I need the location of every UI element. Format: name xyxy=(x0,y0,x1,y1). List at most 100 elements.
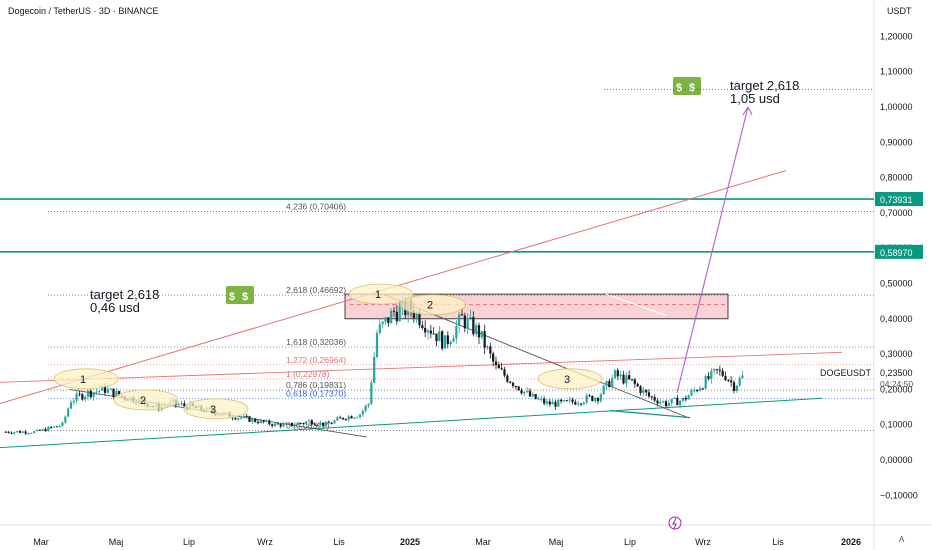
candle-body[interactable] xyxy=(16,431,19,433)
candle-body[interactable] xyxy=(472,317,475,335)
candle-body[interactable] xyxy=(531,394,534,397)
candle-body[interactable] xyxy=(55,426,58,428)
candle-body[interactable] xyxy=(398,306,401,322)
candle-body[interactable] xyxy=(92,392,95,398)
candle-body[interactable] xyxy=(429,330,432,334)
candle-body[interactable] xyxy=(509,381,512,383)
candle-body[interactable] xyxy=(616,370,619,377)
candle-body[interactable] xyxy=(438,331,441,342)
candle-body[interactable] xyxy=(469,317,472,319)
candle-body[interactable] xyxy=(486,346,489,348)
candle-body[interactable] xyxy=(4,431,7,433)
candle-body[interactable] xyxy=(305,421,308,424)
candle-body[interactable] xyxy=(72,400,75,403)
candle-body[interactable] xyxy=(30,432,33,434)
candle-body[interactable] xyxy=(483,331,486,348)
candle-body[interactable] xyxy=(452,338,455,342)
candle-body[interactable] xyxy=(268,420,271,425)
candle-body[interactable] xyxy=(676,397,679,406)
candle-body[interactable] xyxy=(511,382,515,386)
candle-body[interactable] xyxy=(526,390,529,392)
candle-body[interactable] xyxy=(324,422,328,426)
candle-body[interactable] xyxy=(336,417,339,421)
candle-body[interactable] xyxy=(41,429,44,431)
candle-body[interactable] xyxy=(599,394,602,401)
candle-body[interactable] xyxy=(387,317,390,324)
candle-body[interactable] xyxy=(276,423,279,425)
candle-body[interactable] xyxy=(265,420,268,422)
candle-body[interactable] xyxy=(645,389,648,393)
candle-body[interactable] xyxy=(299,422,302,424)
projection-arrow[interactable] xyxy=(676,106,749,394)
candle-body[interactable] xyxy=(390,310,393,324)
candle-body[interactable] xyxy=(75,393,78,401)
candle-body[interactable] xyxy=(350,416,353,419)
candle-body[interactable] xyxy=(460,314,464,316)
candle-body[interactable] xyxy=(392,310,396,312)
candle-body[interactable] xyxy=(568,399,571,401)
candle-body[interactable] xyxy=(579,403,583,405)
candle-body[interactable] xyxy=(271,424,274,427)
candle-body[interactable] xyxy=(35,429,39,432)
candle-body[interactable] xyxy=(373,357,376,383)
support-segment[interactable] xyxy=(609,409,691,419)
candle-body[interactable] xyxy=(44,429,47,432)
candle-body[interactable] xyxy=(690,390,693,396)
candle-body[interactable] xyxy=(296,422,299,425)
candle-body[interactable] xyxy=(523,391,526,394)
candle-body[interactable] xyxy=(353,417,356,419)
candle-body[interactable] xyxy=(602,385,605,395)
candle-body[interactable] xyxy=(458,314,461,326)
wave-highlight[interactable] xyxy=(53,368,119,390)
price-axis-panel[interactable] xyxy=(874,0,932,550)
candle-body[interactable] xyxy=(339,417,342,419)
candle-body[interactable] xyxy=(47,426,50,432)
candle-body[interactable] xyxy=(307,420,311,422)
candle-body[interactable] xyxy=(367,403,370,406)
candle-body[interactable] xyxy=(475,325,478,335)
candle-body[interactable] xyxy=(500,368,503,370)
candle-body[interactable] xyxy=(67,408,70,417)
candle-body[interactable] xyxy=(64,416,67,423)
candle-body[interactable] xyxy=(738,378,741,386)
candle-body[interactable] xyxy=(322,422,325,426)
candle-body[interactable] xyxy=(426,330,430,333)
channel-lower-line[interactable] xyxy=(0,397,823,449)
candle-body[interactable] xyxy=(554,401,557,407)
candle-body[interactable] xyxy=(574,401,577,405)
candle-body[interactable] xyxy=(577,403,580,405)
candle-body[interactable] xyxy=(58,425,61,427)
candle-body[interactable] xyxy=(435,333,438,342)
candle-body[interactable] xyxy=(378,324,381,333)
candle-body[interactable] xyxy=(543,398,546,404)
candle-body[interactable] xyxy=(443,335,447,349)
candle-body[interactable] xyxy=(421,325,424,329)
candle-body[interactable] xyxy=(608,380,611,388)
wave-highlight[interactable] xyxy=(400,294,466,316)
candle-body[interactable] xyxy=(81,394,84,400)
candle-body[interactable] xyxy=(432,333,435,335)
candle-body[interactable] xyxy=(630,379,634,381)
wave-highlight[interactable] xyxy=(183,398,249,420)
candle-body[interactable] xyxy=(27,433,30,435)
candle-body[interactable] xyxy=(177,404,180,406)
candle-body[interactable] xyxy=(659,401,662,404)
candle-body[interactable] xyxy=(673,397,676,399)
candle-body[interactable] xyxy=(480,331,483,338)
lightning-icon[interactable] xyxy=(668,516,682,530)
candle-body[interactable] xyxy=(463,315,466,329)
candle-body[interactable] xyxy=(650,396,653,398)
candle-body[interactable] xyxy=(38,429,41,431)
candle-body[interactable] xyxy=(681,397,685,401)
candle-body[interactable] xyxy=(724,375,727,381)
candle-body[interactable] xyxy=(687,395,690,400)
candle-body[interactable] xyxy=(364,405,367,411)
candle-body[interactable] xyxy=(259,420,262,424)
candle-body[interactable] xyxy=(279,424,282,427)
candle-body[interactable] xyxy=(112,388,115,397)
candle-body[interactable] xyxy=(78,393,81,395)
candle-body[interactable] xyxy=(548,401,551,405)
candle-body[interactable] xyxy=(591,395,594,401)
candle-body[interactable] xyxy=(613,370,617,378)
